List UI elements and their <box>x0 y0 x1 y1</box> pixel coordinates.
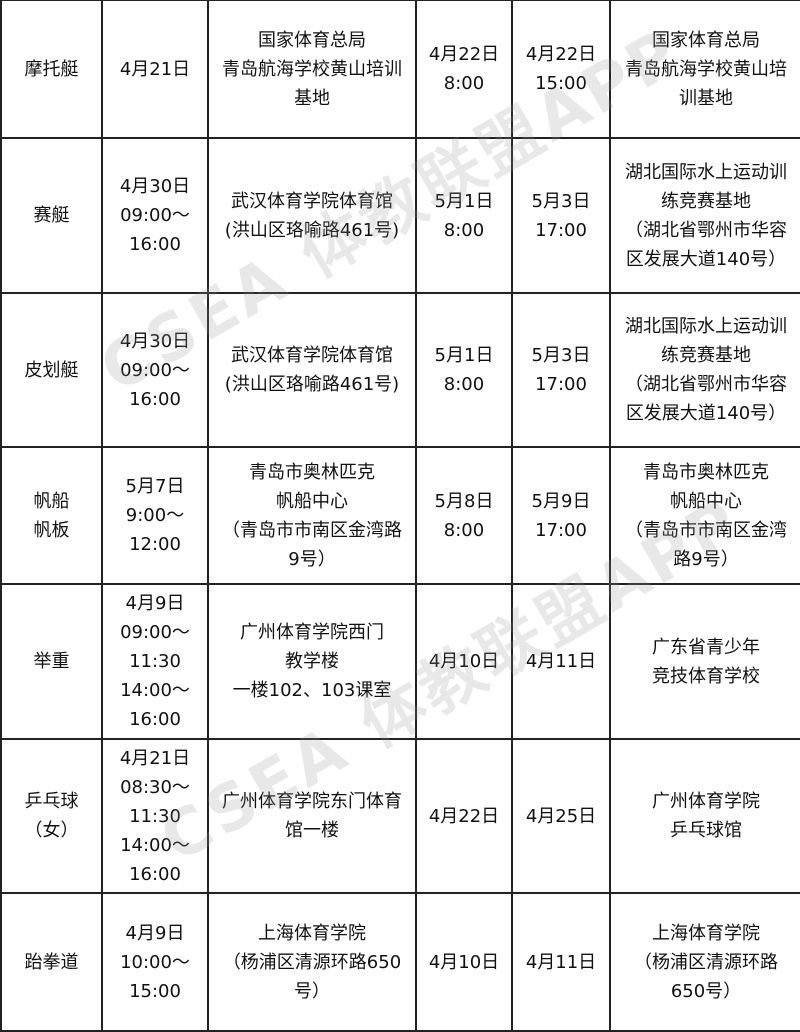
cell-sport: 乒乓球 （女） <box>0 738 103 894</box>
cell-sport: 举重 <box>0 583 103 740</box>
cell-venue: 湖北国际水上运动训 练竞赛基地 （湖北省鄂州市华容 区发展大道140号） <box>609 292 800 448</box>
cell-checkin: 4月21日 <box>101 0 209 139</box>
cell-checkin: 5月7日 9:00～ 12:00 <box>101 446 209 585</box>
cell-checkin-place: 广州体育学院西门 教学楼 一楼102、103课室 <box>207 583 417 740</box>
table-row: 帆船 帆板 5月7日 9:00～ 12:00 青岛市奥林匹克 帆船中心 （青岛市市南… <box>0 446 800 585</box>
cell-checkin-place: 武汉体育学院体育馆 (洪山区珞喻路461号) <box>207 137 417 294</box>
table-row: 皮划艇 4月30日 09:00～ 16:00 武汉体育学院体育馆 (洪山区珞喻路46… <box>0 292 800 448</box>
cell-checkin-place: 上海体育学院 （杨浦区清源环路650 号） <box>207 892 417 1032</box>
cell-start: 5月8日 8:00 <box>415 446 513 585</box>
cell-sport: 帆船 帆板 <box>0 446 103 585</box>
cell-venue: 上海体育学院 （杨浦区清源环路 650号） <box>609 892 800 1032</box>
table-row: 乒乓球 （女） 4月21日 08:30～ 11:30 14:00～ 16:00 广州… <box>0 738 800 894</box>
cell-venue: 湖北国际水上运动训 练竞赛基地 （湖北省鄂州市华容 区发展大道140号） <box>609 137 800 294</box>
cell-checkin-place: 广州体育学院东门体育 馆一楼 <box>207 738 417 894</box>
cell-venue: 国家体育总局 青岛航海学校黄山培 训基地 <box>609 0 800 139</box>
cell-end: 4月22日 15:00 <box>511 0 611 139</box>
cell-start: 5月1日 8:00 <box>415 292 513 448</box>
cell-start: 4月22日 8:00 <box>415 0 513 139</box>
cell-end: 4月25日 <box>511 738 611 894</box>
cell-sport: 摩托艇 <box>0 0 103 139</box>
cell-checkin: 4月9日 09:00～ 11:30 14:00～ 16:00 <box>101 583 209 740</box>
cell-checkin-place: 青岛市奥林匹克 帆船中心 （青岛市市南区金湾路 9号） <box>207 446 417 585</box>
cell-end: 4月11日 <box>511 892 611 1032</box>
cell-venue: 广州体育学院 乒乓球馆 <box>609 738 800 894</box>
cell-start: 5月1日 8:00 <box>415 137 513 294</box>
table-row: 举重 4月9日 09:00～ 11:30 14:00～ 16:00 广州体育学院西门… <box>0 583 800 740</box>
cell-checkin: 4月9日 10:00～ 15:00 <box>101 892 209 1032</box>
cell-checkin-place: 武汉体育学院体育馆 (洪山区珞喻路461号) <box>207 292 417 448</box>
cell-sport: 皮划艇 <box>0 292 103 448</box>
cell-end: 5月3日 17:00 <box>511 137 611 294</box>
cell-venue: 青岛市奥林匹克 帆船中心 （青岛市市南区金湾 路9号） <box>609 446 800 585</box>
cell-start: 4月10日 <box>415 583 513 740</box>
cell-end: 5月9日 17:00 <box>511 446 611 585</box>
table-row: 赛艇 4月30日 09:00～ 16:00 武汉体育学院体育馆 (洪山区珞喻路461… <box>0 137 800 294</box>
cell-venue: 广东省青少年 竞技体育学校 <box>609 583 800 740</box>
table-row: 跆拳道 4月9日 10:00～ 15:00 上海体育学院 （杨浦区清源环路650 号… <box>0 892 800 1032</box>
cell-start: 4月22日 <box>415 738 513 894</box>
cell-start: 4月10日 <box>415 892 513 1032</box>
cell-end: 5月3日 17:00 <box>511 292 611 448</box>
cell-checkin-place: 国家体育总局 青岛航海学校黄山培训 基地 <box>207 0 417 139</box>
cell-checkin: 4月30日 09:00～ 16:00 <box>101 292 209 448</box>
cell-end: 4月11日 <box>511 583 611 740</box>
cell-checkin: 4月21日 08:30～ 11:30 14:00～ 16:00 <box>101 738 209 894</box>
cell-sport: 赛艇 <box>0 137 103 294</box>
cell-sport: 跆拳道 <box>0 892 103 1032</box>
table-row: 摩托艇 4月21日 国家体育总局 青岛航海学校黄山培训 基地 4月22日 8:00 4月… <box>0 0 800 139</box>
cell-checkin: 4月30日 09:00～ 16:00 <box>101 137 209 294</box>
